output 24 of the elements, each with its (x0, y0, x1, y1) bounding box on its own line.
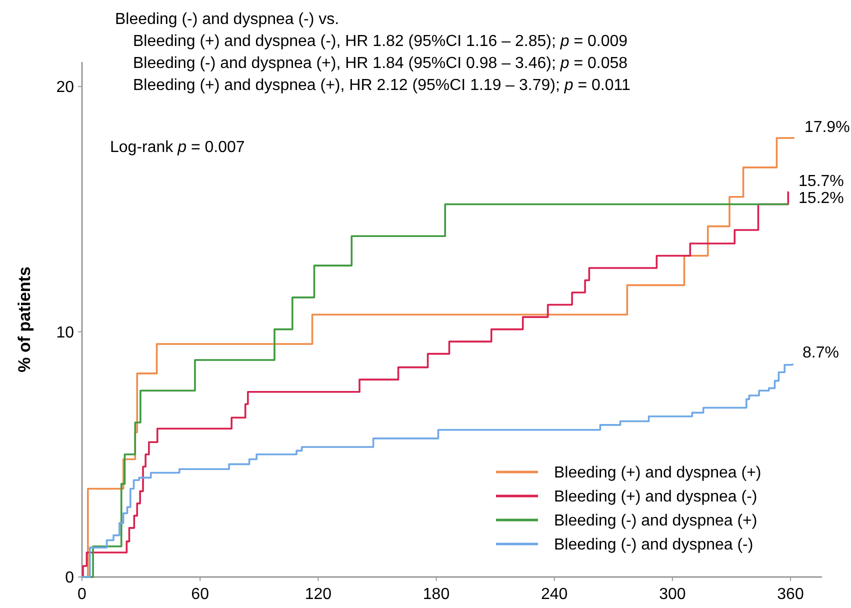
x-tick-label: 360 (777, 586, 804, 603)
annotation: Log-rank p = 0.007 (110, 139, 245, 156)
annotation: Bleeding (+) and dyspnea (+), HR 2.12 (95%CI 1.19 – 3.79); p = 0.011 (133, 77, 630, 94)
y-tick-label: 0 (65, 570, 74, 587)
x-tick-label: 300 (659, 586, 686, 603)
x-tick-label: 0 (78, 586, 87, 603)
annotation: Bleeding (-) and dyspnea (+), HR 1.84 (95%CI 0.98 – 3.46); p = 0.058 (133, 55, 628, 72)
annotation: 15.2% (798, 190, 844, 207)
x-tick-label: 60 (191, 586, 210, 603)
y-axis-title: % of patients (15, 266, 34, 372)
legend-label: Bleeding (+) and dyspnea (+) (554, 464, 762, 482)
text: Bleeding (-) and dyspnea (-) vs. (115, 11, 340, 28)
annotation: 15.7% (798, 172, 844, 190)
legend-label: Bleeding (-) and dyspnea (+) (554, 512, 758, 530)
x-tick-label: 120 (304, 586, 332, 603)
legend-label: Bleeding (-) and dyspnea (-) (554, 536, 754, 554)
y-tick-label: 10 (56, 324, 74, 342)
annotation: 17.9% (804, 119, 850, 136)
legend-label: Bleeding (+) and dyspnea (-) (554, 488, 758, 506)
annotation: 8.7% (802, 344, 839, 362)
x-tick-label: 180 (422, 586, 450, 603)
y-tick-label: 20 (56, 79, 74, 96)
text: Bleeding (+) and dyspnea (-), HR 1.82 (95%CI 1.16 – 2.85); p = 0.009 (133, 33, 628, 50)
x-tick-label: 240 (540, 586, 568, 603)
